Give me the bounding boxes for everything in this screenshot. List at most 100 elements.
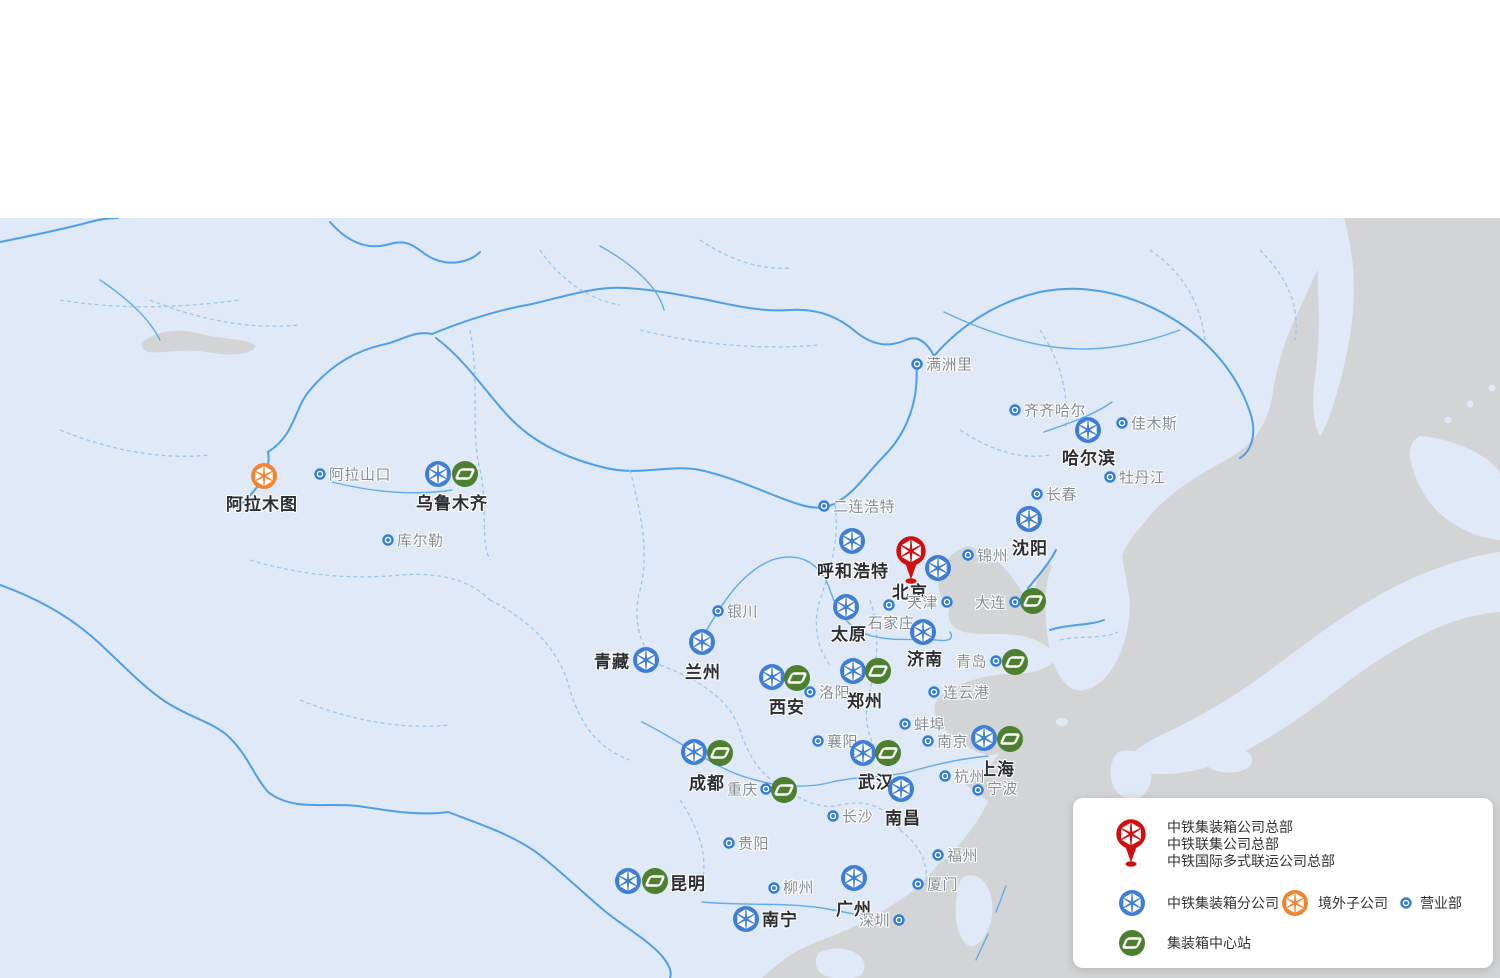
- shanghai-station-icon[interactable]: [997, 726, 1023, 752]
- jinan-branch-icon[interactable]: [910, 619, 936, 645]
- shanghai-branch-icon[interactable]: [971, 725, 997, 751]
- mudanjiang-office-icon[interactable]: [1104, 471, 1116, 483]
- harbin-label: 哈尔滨: [1062, 449, 1116, 468]
- qingzang-label: 青藏: [594, 652, 630, 672]
- wuhan-station-icon[interactable]: [875, 740, 901, 766]
- tianjin-office-icon[interactable]: [941, 596, 953, 608]
- chengdu-station-icon[interactable]: [707, 740, 733, 766]
- erenhot-office-icon[interactable]: [818, 500, 830, 512]
- wuhan-branch-icon[interactable]: [850, 740, 876, 766]
- taiyuan-branch-icon[interactable]: [833, 594, 859, 620]
- urumqi-station-icon[interactable]: [452, 461, 478, 487]
- overseas-subsidiary-icon: [1282, 890, 1308, 916]
- xian-branch-icon[interactable]: [759, 664, 785, 690]
- kunming-branch-icon[interactable]: [615, 868, 641, 894]
- dalian-station-icon[interactable]: [1020, 588, 1046, 614]
- xian-station-icon[interactable]: [784, 665, 810, 691]
- nanchang-branch-icon[interactable]: [888, 776, 914, 802]
- changchun-office-icon[interactable]: [1031, 488, 1043, 500]
- jiamusi-office-icon[interactable]: [1116, 417, 1128, 429]
- kunming-label: 昆明: [670, 874, 706, 894]
- hokkaido-island: [1409, 436, 1500, 540]
- korla-office-icon[interactable]: [382, 534, 394, 546]
- qingdao-station-icon[interactable]: [1002, 649, 1028, 675]
- kunming-station-icon[interactable]: [642, 868, 668, 894]
- jinan-label: 济南: [907, 650, 943, 669]
- hangzhou-label: 杭州: [954, 768, 986, 786]
- liuzhou-label: 柳州: [783, 879, 815, 897]
- beijing-label: 北京: [892, 583, 928, 602]
- alashankou-office-icon[interactable]: [314, 468, 326, 480]
- shenzhen-label: 深圳: [858, 912, 890, 930]
- changchun-label: 长春: [1046, 486, 1078, 504]
- xiangyang-office-icon[interactable]: [812, 735, 824, 747]
- sakhalin-island: [1313, 218, 1354, 436]
- hohhot-branch-icon[interactable]: [839, 528, 865, 554]
- qiqihar-office-icon[interactable]: [1009, 404, 1021, 416]
- zhengzhou-station-icon[interactable]: [865, 658, 891, 684]
- legend-panel: 中铁集装箱公司总部 中铁联集公司总部 中铁国际多式联运公司总部 中铁集装箱分公司…: [1073, 798, 1493, 968]
- kyushu-island: [1110, 750, 1152, 799]
- liuzhou-office-icon[interactable]: [768, 882, 780, 894]
- lanzhou-branch-icon[interactable]: [689, 629, 715, 655]
- lianyungang-office-icon[interactable]: [928, 686, 940, 698]
- jinzhou-label: 锦州: [977, 547, 1009, 565]
- ningbo-office-icon[interactable]: [972, 784, 984, 796]
- nanning-branch-icon[interactable]: [733, 906, 759, 932]
- shijiazhuang-office-icon[interactable]: [883, 599, 895, 611]
- hangzhou-office-icon[interactable]: [939, 770, 951, 782]
- hainan-island: [815, 948, 865, 978]
- overseas-subsidiary-label: 境外子公司: [1318, 895, 1388, 911]
- xiamen-office-icon[interactable]: [912, 878, 924, 890]
- chongqing-office-icon[interactable]: [760, 783, 772, 795]
- container-station-icon: [1119, 930, 1145, 956]
- container-station-label: 集装箱中心站: [1167, 935, 1251, 951]
- dalian-office-icon[interactable]: [1009, 596, 1021, 608]
- shenyang-branch-icon[interactable]: [1016, 506, 1042, 532]
- lianyungang-label: 连云港: [943, 684, 990, 702]
- taiyuan-label: 太原: [831, 625, 867, 644]
- nanjing-label: 南京: [937, 733, 969, 751]
- qingzang-branch-icon[interactable]: [633, 647, 659, 673]
- chongqing-station-icon[interactable]: [771, 777, 797, 803]
- bengbu-office-icon[interactable]: [899, 718, 911, 730]
- beijing-hq-icon[interactable]: [893, 534, 929, 584]
- yinchuan-office-icon[interactable]: [712, 605, 724, 617]
- guiyang-label: 贵阳: [738, 835, 770, 853]
- shikoku-island: [1204, 747, 1253, 773]
- xiangyang-label: 襄阳: [827, 733, 859, 751]
- shenyang-label: 沈阳: [1012, 539, 1048, 558]
- guiyang-office-icon[interactable]: [723, 837, 735, 849]
- zhengzhou-label: 郑州: [847, 692, 883, 711]
- mainland-shape: [0, 218, 1340, 978]
- chongqing-label: 重庆: [726, 781, 758, 799]
- urumqi-branch-icon[interactable]: [425, 461, 451, 487]
- jinzhou-office-icon[interactable]: [962, 549, 974, 561]
- beijing-branch-icon[interactable]: [925, 555, 951, 581]
- almaty-overseas-icon[interactable]: [251, 463, 277, 489]
- harbin-branch-icon[interactable]: [1075, 417, 1101, 443]
- hq-legend-line-1: 中铁集装箱公司总部: [1167, 819, 1293, 835]
- nanjing-office-icon[interactable]: [922, 735, 934, 747]
- changsha-office-icon[interactable]: [827, 810, 839, 822]
- luoyang-office-icon[interactable]: [804, 686, 816, 698]
- manzhouli-office-icon[interactable]: [911, 358, 923, 370]
- fuzhou-label: 福州: [947, 847, 979, 865]
- fuzhou-office-icon[interactable]: [932, 849, 944, 861]
- alashankou-label: 阿拉山口: [329, 466, 392, 484]
- guangzhou-branch-icon[interactable]: [841, 865, 867, 891]
- taiwan-island: [955, 875, 993, 947]
- zhengzhou-branch-icon[interactable]: [840, 658, 866, 684]
- hq-legend-line-2: 中铁联集公司总部: [1167, 836, 1279, 852]
- urumqi-label: 乌鲁木齐: [416, 494, 488, 513]
- qingdao-office-icon[interactable]: [990, 655, 1002, 667]
- manzhouli-label: 满洲里: [926, 356, 973, 374]
- hq-legend-lines: 中铁集装箱公司总部 中铁联集公司总部 中铁国际多式联运公司总部: [1167, 819, 1335, 870]
- business-office-label: 营业部: [1420, 895, 1462, 911]
- shenzhen-office-icon[interactable]: [893, 914, 905, 926]
- china-map-background: [0, 218, 1500, 978]
- xiamen-label: 厦门: [927, 876, 959, 894]
- chengdu-branch-icon[interactable]: [681, 739, 707, 765]
- honshu-island: [1122, 552, 1500, 775]
